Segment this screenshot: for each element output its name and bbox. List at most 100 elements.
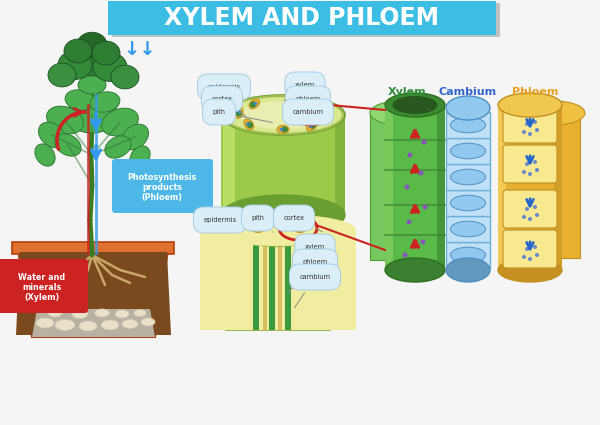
Ellipse shape: [498, 258, 562, 282]
Ellipse shape: [90, 92, 120, 112]
Ellipse shape: [498, 93, 562, 117]
Ellipse shape: [525, 122, 529, 126]
Ellipse shape: [392, 96, 437, 114]
Ellipse shape: [523, 101, 585, 125]
Polygon shape: [437, 105, 445, 270]
Text: Xylem: Xylem: [388, 87, 427, 97]
Text: Photosynthesis: Photosynthesis: [127, 173, 197, 181]
Polygon shape: [253, 235, 259, 330]
Polygon shape: [16, 252, 171, 335]
Ellipse shape: [122, 320, 138, 329]
Ellipse shape: [253, 102, 257, 105]
Ellipse shape: [239, 101, 326, 129]
FancyBboxPatch shape: [446, 242, 490, 268]
Ellipse shape: [525, 162, 529, 166]
Ellipse shape: [281, 126, 288, 133]
Ellipse shape: [310, 122, 316, 129]
Text: cambium: cambium: [293, 109, 323, 122]
Text: pith: pith: [212, 109, 272, 122]
Ellipse shape: [277, 224, 281, 227]
Text: cortex: cortex: [212, 96, 246, 116]
Ellipse shape: [312, 100, 322, 111]
Ellipse shape: [250, 101, 256, 108]
Polygon shape: [278, 235, 282, 330]
Ellipse shape: [533, 160, 537, 164]
Ellipse shape: [421, 139, 427, 144]
Polygon shape: [498, 105, 506, 270]
Polygon shape: [285, 235, 291, 330]
Ellipse shape: [237, 110, 241, 113]
Ellipse shape: [79, 321, 97, 331]
Polygon shape: [385, 105, 393, 270]
Ellipse shape: [451, 195, 485, 211]
Ellipse shape: [325, 110, 331, 118]
Ellipse shape: [528, 217, 532, 221]
Ellipse shape: [316, 105, 320, 108]
Ellipse shape: [221, 195, 345, 235]
Text: pith: pith: [251, 215, 273, 232]
Ellipse shape: [58, 51, 92, 79]
FancyBboxPatch shape: [446, 164, 490, 190]
Polygon shape: [385, 105, 445, 270]
Text: minerals: minerals: [22, 283, 62, 292]
Polygon shape: [498, 105, 562, 270]
Text: XYLEM AND PHLOEM: XYLEM AND PHLOEM: [164, 6, 439, 30]
Ellipse shape: [36, 318, 54, 328]
Text: Cambium: Cambium: [439, 87, 497, 97]
Ellipse shape: [422, 204, 427, 210]
Ellipse shape: [286, 98, 293, 104]
Text: epidermis: epidermis: [203, 217, 236, 231]
FancyBboxPatch shape: [108, 1, 496, 35]
Ellipse shape: [446, 258, 490, 282]
Ellipse shape: [421, 240, 425, 244]
Text: cambium: cambium: [295, 274, 331, 308]
Text: (Phloem): (Phloem): [142, 193, 182, 201]
Ellipse shape: [525, 207, 529, 211]
Ellipse shape: [141, 318, 155, 326]
Ellipse shape: [134, 309, 146, 317]
Ellipse shape: [522, 130, 526, 134]
Ellipse shape: [55, 134, 81, 156]
FancyBboxPatch shape: [112, 159, 213, 213]
Ellipse shape: [533, 205, 537, 209]
Ellipse shape: [247, 122, 253, 128]
Ellipse shape: [48, 63, 76, 87]
Ellipse shape: [296, 227, 300, 230]
Ellipse shape: [70, 38, 114, 76]
Text: products: products: [142, 182, 182, 192]
Polygon shape: [263, 235, 267, 330]
Ellipse shape: [92, 41, 120, 65]
Polygon shape: [32, 309, 155, 337]
Ellipse shape: [35, 144, 55, 166]
Ellipse shape: [451, 221, 485, 237]
Ellipse shape: [221, 95, 345, 135]
Ellipse shape: [528, 257, 532, 261]
Ellipse shape: [525, 247, 529, 251]
Ellipse shape: [298, 224, 305, 230]
Ellipse shape: [65, 90, 95, 110]
Text: epidermis: epidermis: [208, 84, 241, 107]
Text: phloem: phloem: [288, 259, 328, 293]
FancyBboxPatch shape: [446, 216, 490, 242]
Text: cortex: cortex: [284, 215, 322, 232]
Ellipse shape: [451, 247, 485, 263]
Polygon shape: [554, 105, 562, 270]
Ellipse shape: [419, 170, 424, 176]
Ellipse shape: [535, 213, 539, 217]
Ellipse shape: [528, 172, 532, 176]
Ellipse shape: [277, 125, 289, 133]
Ellipse shape: [385, 93, 445, 117]
FancyBboxPatch shape: [503, 145, 557, 183]
Ellipse shape: [55, 320, 75, 331]
Ellipse shape: [293, 224, 307, 232]
Ellipse shape: [323, 109, 332, 121]
Ellipse shape: [275, 221, 287, 230]
FancyBboxPatch shape: [0, 259, 88, 313]
Ellipse shape: [256, 224, 263, 230]
FancyBboxPatch shape: [446, 112, 490, 138]
Ellipse shape: [47, 106, 83, 134]
FancyBboxPatch shape: [503, 190, 557, 228]
Ellipse shape: [101, 108, 139, 136]
Ellipse shape: [313, 102, 319, 108]
Polygon shape: [269, 235, 275, 330]
